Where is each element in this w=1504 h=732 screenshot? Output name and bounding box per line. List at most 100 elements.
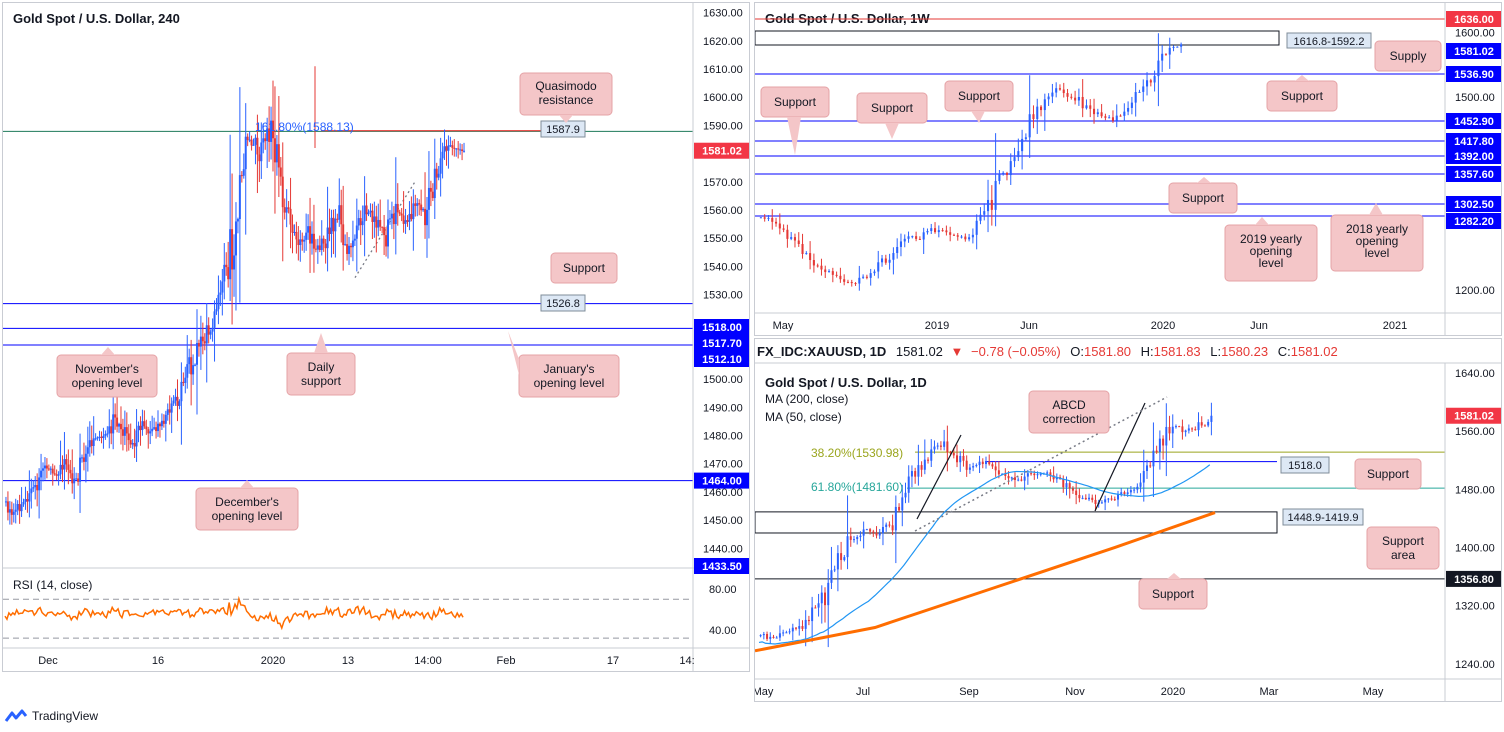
w1-candle [1092, 98, 1096, 124]
h4-candle [254, 134, 257, 165]
d1-chart-panel[interactable]: FX_IDC:XAUUSD, 1D 1581.02 ▼ −0.78 (−0.05… [754, 338, 1502, 702]
w1-candle [1145, 72, 1149, 96]
w1-price-tag: 1536.90 [1446, 66, 1501, 82]
d1-candle [936, 442, 939, 450]
h4-ytick: 1600.00 [703, 92, 743, 104]
h4-candle [435, 162, 438, 190]
label-supply-w1: Supply [1374, 40, 1442, 72]
h4-ytick: 1470.00 [703, 459, 743, 471]
h4-chart-panel[interactable]: Gold Spot / U.S. Dollar, 240 1630.00 1620… [2, 2, 750, 672]
svg-text:1581.02: 1581.02 [1454, 411, 1494, 423]
h4-candle [96, 436, 99, 441]
h4-candle [131, 439, 134, 450]
d1-xtick: 2020 [1161, 686, 1185, 698]
h4-candle [157, 410, 160, 437]
h4-candle [262, 123, 265, 154]
label-quasimodo-2: resistance [539, 93, 594, 107]
svg-text:1636.00: 1636.00 [1454, 14, 1494, 26]
h4-xtick: 13 [342, 655, 354, 667]
w1-candle [820, 258, 823, 276]
h4-candle [449, 136, 452, 148]
svg-text:FX_IDC:XAUUSD, 1D 1581.02: FX_IDC:XAUUSD, 1D 1581.02 ▼ −0.78 (−0.05… [757, 344, 1338, 359]
d1-price-tag: 1581.02 [1446, 407, 1501, 424]
h4-price-tag: 1512.10 [694, 351, 749, 367]
w1-candle [793, 233, 797, 248]
h4-candle [299, 230, 302, 262]
h4-ytick: 1460.00 [703, 487, 743, 499]
d1-candle [1088, 493, 1091, 502]
w1-xtick: 2020 [1151, 320, 1175, 332]
h4-candle [287, 201, 290, 214]
h4-chart: Gold Spot / U.S. Dollar, 240 1630.001620… [3, 3, 749, 671]
ma50-legend: MA (50, close) [765, 410, 842, 424]
h4-candle [82, 442, 85, 471]
w1-candle [1024, 133, 1027, 142]
w1-candle [949, 226, 952, 242]
w1-candle [1096, 108, 1099, 118]
d1-candle [846, 495, 849, 570]
h4-candle [309, 197, 312, 273]
w1-ytick: 1200.00 [1455, 285, 1495, 297]
d1-candle [782, 629, 785, 637]
d1-candle [778, 625, 781, 641]
h4-candle [160, 413, 163, 431]
w1-candle [983, 203, 986, 221]
h4-candle [121, 418, 124, 451]
h4-candle [293, 224, 296, 236]
h4-candle [412, 189, 415, 251]
h4-candle [20, 487, 23, 517]
h4-candle [457, 141, 460, 159]
h4-candle [330, 209, 333, 258]
d1-candle [885, 522, 888, 532]
d1-candle [975, 463, 978, 468]
w1-candle [968, 233, 971, 242]
h4-candle [80, 454, 83, 463]
h4-candle [402, 191, 405, 233]
d1-candle [772, 634, 775, 639]
h4-candle [194, 363, 197, 367]
w1-candle [1157, 33, 1160, 107]
label-support-h4-text: Support [563, 261, 606, 275]
d1-candle [904, 482, 907, 504]
d1-candle [1165, 403, 1168, 477]
d1-candle [1100, 500, 1103, 504]
label-support-w1-a: Support [760, 86, 830, 155]
w1-xtick: 2021 [1383, 320, 1407, 332]
w1-candle [1115, 104, 1118, 128]
h4-candle [231, 173, 234, 325]
d1-support-area-box [755, 511, 1278, 534]
d1-candle [917, 444, 920, 486]
d1-candle [968, 463, 971, 474]
box-1518 [1280, 456, 1330, 474]
w1-candle [850, 279, 853, 287]
h4-xtick: 17 [607, 655, 619, 667]
h4-candle [439, 137, 442, 197]
h4-candle [283, 198, 286, 220]
h4-candle [166, 403, 169, 421]
h4-ytick: 1550.00 [703, 233, 743, 245]
h4-candle [238, 87, 241, 303]
w1-candle [1043, 93, 1046, 131]
w1-candle [975, 214, 978, 250]
w1-candle [824, 265, 827, 278]
h4-ytick: 1480.00 [703, 431, 743, 443]
h4-candle [143, 410, 146, 429]
h4-candle [461, 144, 464, 161]
h4-candle [281, 142, 284, 262]
label-daily-support: Daily support [286, 333, 356, 396]
w1-candle [1089, 99, 1092, 118]
w1-candle [782, 224, 785, 233]
tradingview-logo[interactable]: TradingView [4, 708, 98, 724]
d1-candle [785, 630, 788, 634]
h4-candle [260, 122, 263, 179]
h4-candle [392, 206, 395, 240]
h4-ytick: 1560.00 [703, 205, 743, 217]
w1-candle [964, 233, 967, 242]
w1-candle [899, 233, 903, 257]
w1-chart-panel[interactable]: Gold Spot / U.S. Dollar, 1W 1600.00 1500.… [754, 2, 1502, 336]
h4-candle [459, 143, 462, 155]
h4-candle [404, 208, 407, 234]
h4-candle [361, 205, 364, 236]
h4-candle [443, 129, 446, 160]
h4-candle [84, 445, 87, 483]
